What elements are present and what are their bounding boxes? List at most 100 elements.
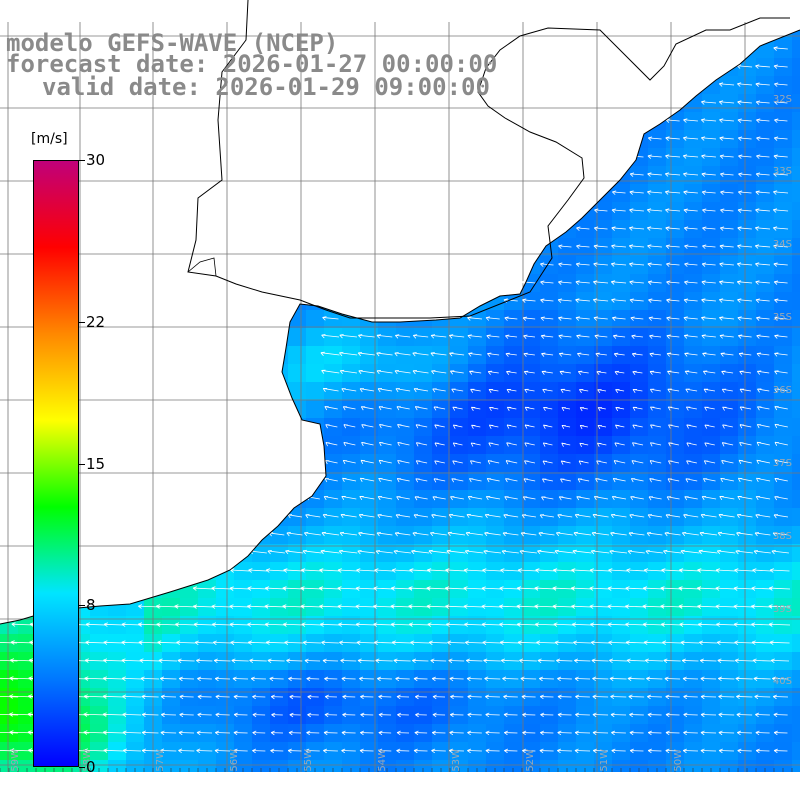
wind-arrow (500, 568, 520, 573)
wind-speed-cell (396, 418, 415, 437)
wind-arrow (359, 748, 374, 754)
wind-speed-cell (612, 580, 631, 599)
wind-arrow (722, 424, 733, 429)
wind-speed-cell (756, 274, 775, 293)
wind-arrow (358, 369, 375, 375)
wind-arrow (682, 748, 698, 754)
wind-arrow (500, 658, 519, 663)
wind-arrow (324, 406, 338, 411)
wind-arrow (774, 423, 788, 429)
wind-speed-cell (18, 688, 37, 707)
wind-arrow (683, 514, 699, 519)
wind-arrow (84, 658, 106, 663)
wind-speed-cell (576, 436, 595, 455)
wind-speed-cell (378, 382, 397, 401)
wind-speed-cell (792, 688, 800, 707)
wind-speed-cell (396, 364, 415, 383)
wind-speed-cell (162, 616, 181, 635)
wind-speed-cell (756, 472, 775, 491)
wind-speed-cell (0, 724, 19, 743)
wind-arrow (485, 694, 500, 700)
wind-speed-cell (180, 634, 199, 653)
wind-arrow (499, 604, 520, 609)
wind-arrow (468, 352, 482, 357)
wind-arrow (539, 730, 554, 736)
wind-arrow (430, 658, 447, 664)
wind-arrow (773, 64, 788, 69)
wind-arrow (448, 334, 465, 339)
wind-arrow (537, 658, 555, 664)
wind-arrow (700, 118, 717, 123)
wind-speed-cell (738, 490, 757, 509)
wind-arrow (647, 190, 663, 195)
wind-arrow (686, 424, 697, 429)
wind-speed-cell (468, 724, 487, 743)
colorbar-label: 30 (86, 151, 106, 169)
wind-speed-cell (234, 580, 253, 599)
wind-speed-cell (396, 616, 415, 635)
wind-arrow (415, 712, 427, 718)
wind-arrow (431, 748, 446, 754)
wind-arrow (215, 694, 230, 700)
wind-speed-cell (252, 652, 271, 671)
wind-arrow (554, 640, 574, 645)
wind-speed-cell (576, 562, 595, 581)
wind-speed-cell (792, 616, 800, 635)
wind-arrow (648, 316, 662, 321)
wind-speed-cell (432, 364, 451, 383)
wind-speed-cell (792, 346, 800, 365)
wind-speed-cell (486, 652, 505, 671)
wind-speed-cell (162, 670, 181, 689)
wind-speed-cell (342, 544, 361, 563)
wind-speed-cell (162, 706, 181, 725)
wind-speed-cell (756, 148, 775, 167)
wind-arrow (517, 640, 538, 645)
wind-arrow (396, 478, 410, 483)
wind-arrow (286, 532, 303, 537)
wind-arrow (252, 694, 266, 700)
wind-arrow (593, 280, 609, 285)
wind-arrow (576, 496, 590, 501)
wind-speed-cell (486, 400, 505, 419)
wind-speed-cell (342, 454, 361, 473)
wind-arrow (701, 100, 717, 105)
wind-speed-cell (792, 112, 800, 131)
wind-speed-cell (792, 562, 800, 581)
wind-arrow (717, 531, 735, 537)
wind-arrow (737, 208, 752, 213)
wind-speed-cell (792, 724, 800, 743)
wind-arrow (523, 334, 536, 339)
wind-arrow (774, 298, 788, 303)
wind-speed-cell (774, 130, 793, 149)
wind-arrow (428, 549, 448, 555)
wind-speed-cell (774, 292, 793, 311)
wind-speed-cell (792, 94, 800, 113)
wind-arrow (773, 748, 788, 754)
wind-speed-cell (648, 490, 667, 509)
wind-speed-cell (486, 508, 505, 527)
wind-speed-cell (792, 148, 800, 167)
wind-speed-cell (540, 544, 559, 563)
wind-speed-cell (468, 508, 487, 527)
wind-arrow (755, 82, 770, 87)
wind-speed-cell (666, 202, 685, 221)
wind-speed-cell (738, 58, 757, 77)
wind-arrow (608, 658, 627, 663)
wind-arrow (682, 676, 699, 682)
wind-speed-cell (0, 688, 19, 707)
wind-speed-cell (666, 166, 685, 185)
wind-speed-cell (486, 328, 505, 347)
wind-arrow (155, 604, 179, 609)
wind-speed-cell (504, 652, 523, 671)
wind-arrow (557, 676, 572, 682)
wind-speed-cell (648, 634, 667, 653)
wind-arrow (594, 208, 608, 213)
wind-arrow (577, 352, 590, 357)
wind-arrow (358, 334, 375, 339)
wind-arrow (428, 640, 448, 645)
wind-arrow (773, 262, 788, 267)
wind-arrow (503, 694, 518, 700)
wind-arrow (343, 442, 356, 447)
wind-arrow (664, 676, 681, 682)
wind-speed-cell (324, 382, 343, 401)
